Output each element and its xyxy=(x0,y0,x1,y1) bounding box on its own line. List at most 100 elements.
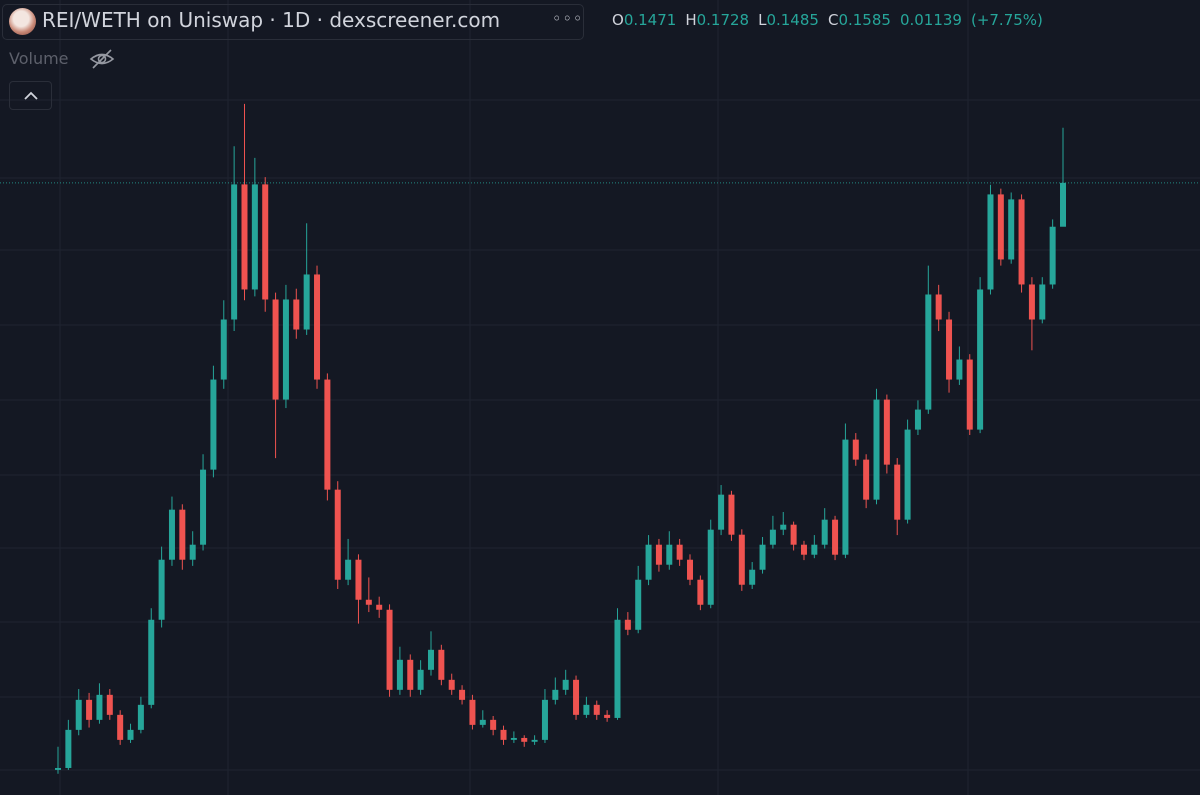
candle-body xyxy=(977,289,984,430)
candle-body xyxy=(448,679,455,690)
candle-body xyxy=(562,679,569,690)
candle-body xyxy=(96,694,103,720)
candle-body xyxy=(407,659,414,690)
candle-body xyxy=(614,619,621,718)
candle-body xyxy=(1039,284,1046,320)
candle-body xyxy=(469,699,476,725)
candle-body xyxy=(966,359,973,430)
candle-body xyxy=(158,559,165,620)
candle-body xyxy=(220,319,227,380)
candle-body xyxy=(334,489,341,580)
legend-key: H xyxy=(685,11,697,29)
candle-body xyxy=(438,649,445,680)
candle-body xyxy=(168,509,175,560)
candle-body xyxy=(531,739,538,742)
candle-body xyxy=(479,719,486,725)
legend-value: 0.1471 xyxy=(623,11,677,29)
legend-value: 0.1485 xyxy=(766,11,819,29)
candle-body xyxy=(127,729,134,740)
candle-body xyxy=(303,274,310,330)
candle-body xyxy=(800,544,807,555)
candle-body xyxy=(106,694,113,715)
candle-body xyxy=(75,699,82,730)
candle-body xyxy=(687,559,694,580)
candle-body xyxy=(137,704,144,730)
candle-body xyxy=(780,524,787,530)
candle-body xyxy=(925,294,932,410)
candle-body xyxy=(573,679,580,715)
candle-body xyxy=(956,359,963,380)
candle-body xyxy=(189,544,196,560)
volume-label: Volume xyxy=(9,49,69,68)
candle-body xyxy=(251,184,258,290)
candle-body xyxy=(863,459,870,500)
candle-body xyxy=(635,579,642,630)
candle-body xyxy=(241,184,248,290)
collapse-arrow xyxy=(24,91,38,100)
candle-body xyxy=(314,274,321,380)
legend-key: C xyxy=(827,11,839,29)
candle-body xyxy=(811,544,818,555)
candle-body xyxy=(987,194,994,290)
candle-body xyxy=(55,767,61,770)
candle-body xyxy=(749,569,756,585)
candle-body xyxy=(541,699,548,740)
candle-body xyxy=(1060,182,1066,227)
candle-body xyxy=(510,737,517,740)
candle-body xyxy=(707,529,714,605)
title-box[interactable] xyxy=(2,4,584,40)
candle-body xyxy=(521,737,528,742)
candle-body xyxy=(272,299,279,400)
candle-body xyxy=(655,544,662,565)
candle-body xyxy=(604,714,611,718)
candle-body xyxy=(148,619,155,705)
legend-value: 0.1585 xyxy=(838,11,891,29)
candle-body xyxy=(210,379,217,470)
candle-body xyxy=(459,689,466,700)
collapse-button[interactable] xyxy=(9,81,52,110)
candle-body xyxy=(894,464,901,520)
hide-volume-icon[interactable] xyxy=(89,49,115,69)
candle-body xyxy=(179,509,186,560)
more-button[interactable]: ◦◦◦ xyxy=(552,9,584,28)
candle-body xyxy=(904,429,911,520)
legend-key: L xyxy=(758,11,767,29)
candle-body xyxy=(718,494,725,530)
candle-body xyxy=(500,729,507,740)
candle-body xyxy=(262,184,269,300)
candle-body xyxy=(769,529,776,545)
candle-body xyxy=(697,579,704,605)
candle-body xyxy=(490,719,497,730)
candles xyxy=(0,103,1200,774)
legend-change-pct: (+7.75%) xyxy=(970,11,1043,29)
candle-body xyxy=(396,659,403,690)
candle-body xyxy=(427,649,434,670)
candle-body xyxy=(842,439,849,555)
candle-body xyxy=(873,399,880,500)
candle-body xyxy=(1018,199,1025,285)
candle-body xyxy=(1008,199,1015,260)
candle-body xyxy=(376,604,383,610)
candle-body xyxy=(759,544,766,570)
candle-body xyxy=(552,689,559,700)
candle-body xyxy=(738,534,745,585)
candle-body xyxy=(852,439,859,460)
legend-change: 0.01139 xyxy=(899,11,962,29)
candle-body xyxy=(593,704,600,715)
candle-body xyxy=(832,519,839,555)
candle-body xyxy=(997,194,1004,260)
candle-body xyxy=(935,294,942,320)
candle-body xyxy=(293,299,300,330)
legend-value: 0.1728 xyxy=(696,11,750,29)
chart-title: REI/WETH on Uniswap · 1D · dexscreener.c… xyxy=(42,8,501,32)
candle-body xyxy=(365,599,372,605)
candle-body xyxy=(1049,226,1056,285)
candle-body xyxy=(117,714,124,740)
candle-body xyxy=(728,494,735,535)
candle-body xyxy=(883,399,890,465)
ohlc-legend: O 0.1471 H 0.1728 L 0.1485 C 0.1585 0.01139 … xyxy=(612,11,1052,29)
candle-body xyxy=(1028,284,1035,320)
